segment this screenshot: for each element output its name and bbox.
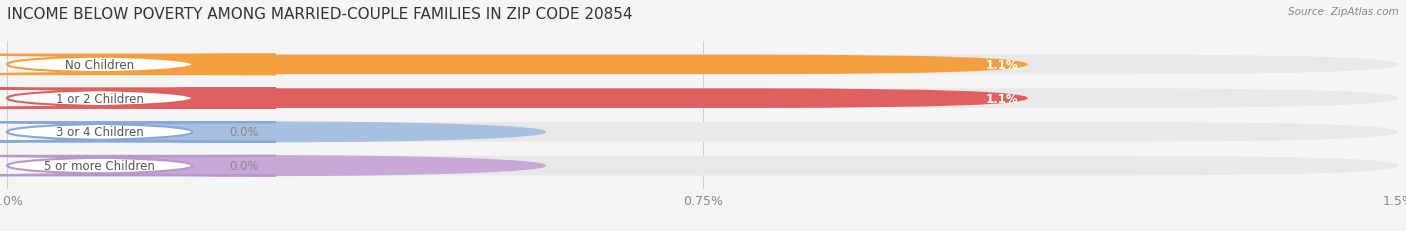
- Text: No Children: No Children: [65, 59, 135, 72]
- FancyBboxPatch shape: [7, 156, 1399, 176]
- FancyBboxPatch shape: [0, 89, 276, 108]
- FancyBboxPatch shape: [7, 55, 1399, 75]
- Text: 0.0%: 0.0%: [229, 159, 259, 172]
- FancyBboxPatch shape: [0, 123, 276, 142]
- Text: 0.0%: 0.0%: [229, 126, 259, 139]
- Text: 5 or more Children: 5 or more Children: [45, 159, 155, 172]
- Text: INCOME BELOW POVERTY AMONG MARRIED-COUPLE FAMILIES IN ZIP CODE 20854: INCOME BELOW POVERTY AMONG MARRIED-COUPL…: [7, 7, 633, 22]
- Text: 1 or 2 Children: 1 or 2 Children: [56, 92, 143, 105]
- Text: Source: ZipAtlas.com: Source: ZipAtlas.com: [1288, 7, 1399, 17]
- Circle shape: [7, 123, 546, 142]
- FancyBboxPatch shape: [7, 89, 1028, 108]
- FancyBboxPatch shape: [0, 156, 276, 176]
- Text: 1.1%: 1.1%: [986, 92, 1018, 105]
- FancyBboxPatch shape: [7, 55, 1028, 75]
- Text: 3 or 4 Children: 3 or 4 Children: [56, 126, 143, 139]
- FancyBboxPatch shape: [7, 123, 1399, 142]
- Circle shape: [7, 156, 546, 176]
- FancyBboxPatch shape: [0, 55, 276, 75]
- FancyBboxPatch shape: [7, 89, 1399, 108]
- Text: 1.1%: 1.1%: [986, 59, 1018, 72]
